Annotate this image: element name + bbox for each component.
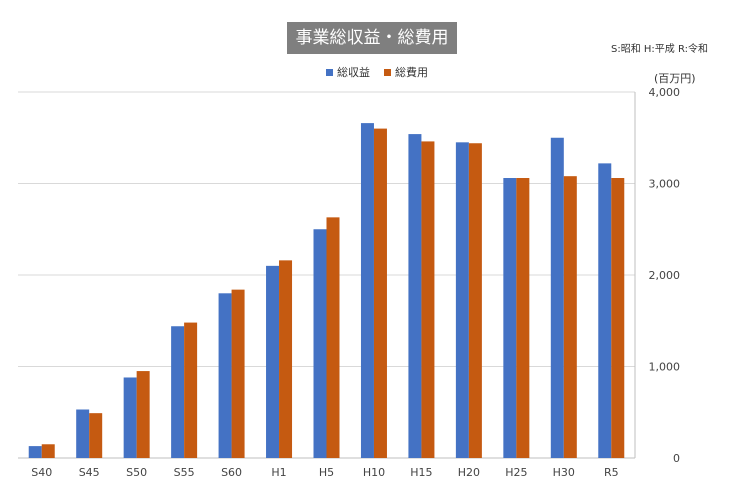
bar-expense [41, 444, 55, 458]
legend: 総収益 総費用 [326, 64, 428, 80]
x-tick-label: H10 [363, 466, 385, 479]
x-tick-label: S45 [79, 466, 100, 479]
x-tick-label: H1 [271, 466, 286, 479]
bar-expense [89, 413, 103, 458]
x-tick-label: H20 [458, 466, 480, 479]
bar-expense [231, 289, 245, 458]
legend-swatch-revenue [326, 68, 333, 76]
y-tick-label: 4,000 [649, 86, 681, 99]
y-tick-label: 2,000 [649, 269, 681, 282]
bar-expense [516, 178, 530, 458]
era-note: S:昭和 H:平成 R:令和 [611, 44, 708, 55]
y-tick-label: 0 [673, 452, 680, 465]
y-tick-label: 3,000 [649, 178, 681, 191]
bar-revenue [28, 446, 42, 458]
bar-revenue [408, 134, 422, 458]
x-tick-label: S55 [174, 466, 195, 479]
bar-revenue [503, 178, 517, 458]
chart-title: 事業総収益・総費用 [287, 22, 457, 54]
x-tick-label: H5 [319, 466, 334, 479]
bar-expense [373, 128, 387, 458]
bar-expense [326, 217, 340, 458]
bar-revenue [266, 265, 280, 458]
legend-label-revenue: 総収益 [337, 66, 370, 79]
x-tick-label: S40 [31, 466, 52, 479]
bar-expense [136, 371, 150, 458]
legend-item-revenue: 総収益 [326, 64, 370, 80]
bar-expense [279, 260, 293, 458]
y-axis-unit: (百万円) [654, 72, 696, 85]
x-tick-label: S50 [126, 466, 147, 479]
bar-revenue [171, 326, 185, 458]
legend-label-expense: 総費用 [395, 66, 428, 79]
bar-revenue [360, 123, 374, 459]
bar-revenue [550, 137, 564, 458]
bar-revenue [598, 163, 612, 458]
bar-revenue [123, 377, 137, 458]
bar-expense [468, 143, 482, 459]
x-tick-label: R5 [604, 466, 619, 479]
bar-expense [563, 176, 577, 458]
x-tick-label: H15 [410, 466, 432, 479]
x-tick-label: S60 [221, 466, 242, 479]
bar-expense [611, 178, 625, 458]
bar-expense [184, 322, 198, 458]
bar-expense [421, 141, 435, 458]
x-tick-label: H30 [553, 466, 575, 479]
bar-revenue [76, 409, 90, 458]
x-tick-label: H25 [505, 466, 527, 479]
y-tick-label: 1,000 [649, 361, 681, 374]
bar-revenue [455, 142, 469, 458]
legend-swatch-expense [384, 68, 391, 76]
bar-revenue [313, 229, 327, 458]
bar-revenue [218, 293, 232, 458]
legend-item-expense: 総費用 [384, 64, 428, 80]
